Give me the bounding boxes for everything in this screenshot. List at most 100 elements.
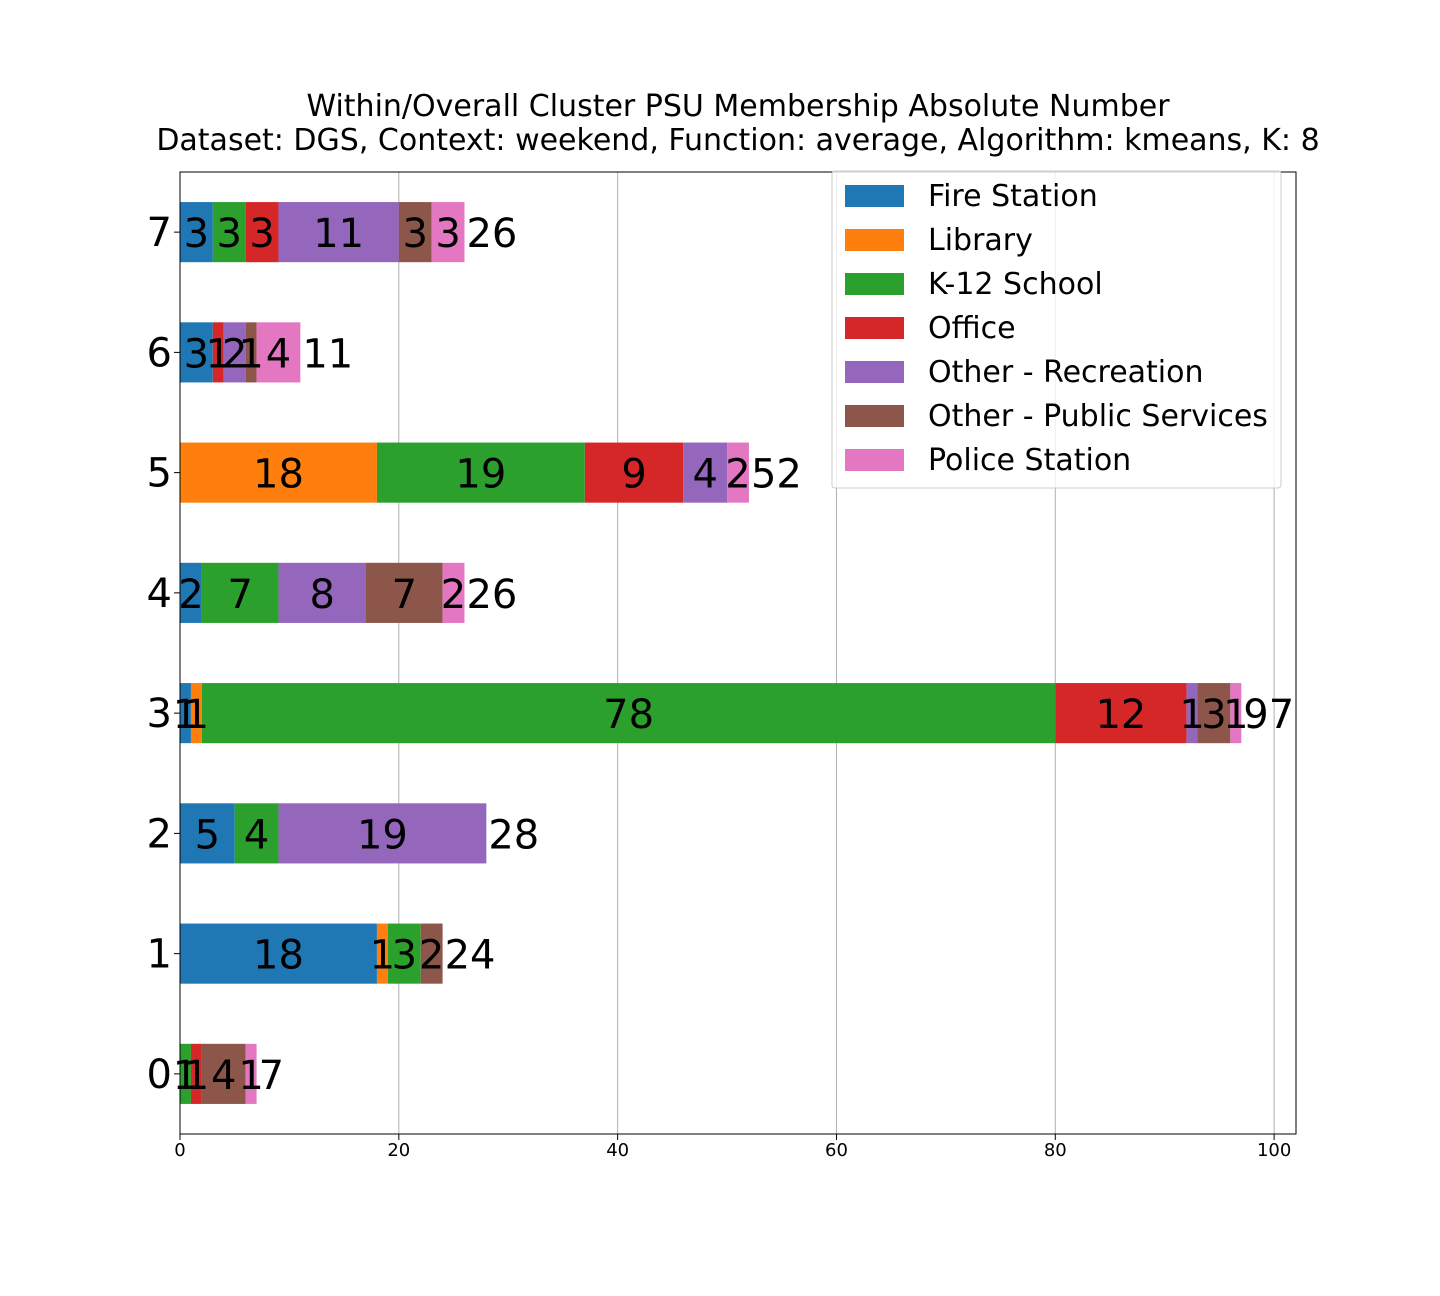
x-tick-label: 20 [387,1140,410,1161]
bar-segment [398,202,432,263]
segment-value-label: 1 [1223,692,1248,738]
bar-segment [420,923,443,984]
segment-value-label: 1 [1179,692,1204,738]
bar-segment [223,322,246,383]
y-tick-label: 7 [147,210,172,256]
segment-value-label: 4 [266,331,291,377]
segment-value-label: 1 [173,1053,198,1099]
legend-entry-label: Library [928,223,1033,258]
bar-total-label: 11 [302,331,353,377]
bar-segment [212,202,246,263]
legend-swatch [845,317,904,339]
segment-value-label: 4 [692,452,717,498]
bar-segment [1197,683,1231,744]
y-tick-label: 3 [147,691,172,737]
legend-swatch [845,361,904,383]
segment-value-label: 78 [603,692,654,738]
segment-value-label: 2 [222,331,247,377]
bar-segment [180,202,213,263]
y-tick-label: 2 [147,811,172,857]
segment-value-label: 11 [313,211,364,257]
segment-value-label: 7 [227,572,252,618]
segment-value-label: 3 [403,211,428,257]
bar-segment [727,442,749,503]
bar-total-label: 26 [466,572,517,618]
segment-value-label: 3 [435,211,460,257]
segment-value-label: 1 [238,331,263,377]
bar-segment [190,1043,202,1104]
bar-total-label: 52 [751,452,802,498]
segment-value-label: 3 [217,211,242,257]
bar-segment [180,923,377,984]
bar-segment [278,803,487,864]
legend-entry-label: Police Station [928,443,1131,478]
x-tick-label: 40 [606,1140,629,1161]
segment-value-label: 3 [184,331,209,377]
segment-value-label: 19 [357,812,408,858]
legend-entry-label: Other - Recreation [928,355,1204,390]
bar-segment [212,322,224,383]
bar-segment [190,683,202,744]
bar-segment [201,562,279,623]
segment-value-label: 1 [173,692,198,738]
segment-value-label: 3 [249,211,274,257]
segment-value-label: 1 [370,933,395,979]
bar-segment [180,803,235,864]
bar-segment [256,322,301,383]
bar-segment [683,442,728,503]
bar-segment [366,562,443,623]
segment-value-label: 3 [1201,692,1226,738]
segment-value-label: 3 [184,211,209,257]
chart-title: Within/Overall Cluster PSU Membership Ab… [156,89,1319,158]
bar-segment [245,202,279,263]
bar-segment [1055,683,1187,744]
legend: Fire Station Library K-12 School Office Othe… [831,170,1282,489]
legend-swatch [845,229,904,251]
bar-segment [278,202,399,263]
segment-value-label: 1 [238,1053,263,1099]
segment-value-label: 2 [441,572,466,618]
bar-segment [201,683,1056,744]
segment-value-label: 5 [195,812,220,858]
bar-segment [1186,683,1198,744]
bar-total-label: 24 [445,933,496,979]
legend-entry-label: Fire Station [928,179,1098,214]
y-tick-label: 4 [147,571,172,617]
segment-value-label: 12 [1095,692,1146,738]
y-tick-label: 1 [147,932,172,978]
legend-swatch [845,449,904,471]
bar-segment [180,322,213,383]
bar-segment [180,1043,191,1104]
y-tick-label: 0 [147,1052,172,1098]
bar-total-label: 97 [1243,692,1294,738]
bar-segment [376,442,585,503]
segment-value-label: 18 [253,933,304,979]
segment-value-label: 9 [621,452,646,498]
bar-segment [245,1043,257,1104]
segment-value-label: 1 [184,692,209,738]
segment-value-label: 4 [211,1053,236,1099]
legend-entry-label: Other - Public Services [928,399,1268,434]
bar-total-label: 28 [488,812,539,858]
bar-segment [431,202,465,263]
segment-value-label: 2 [178,572,203,618]
chart-title-line-1: Within/Overall Cluster PSU Membership Ab… [306,89,1170,124]
bar-segment [442,562,465,623]
bar-segment [584,442,684,503]
segment-value-label: 1 [206,331,231,377]
bar-total-label: 7 [259,1053,284,1099]
legend-swatch [845,185,904,207]
bar-segment [180,683,191,744]
legend-swatch [845,405,904,427]
segment-value-label: 4 [244,812,269,858]
bar-segment [1230,683,1242,744]
bar-segment [245,322,257,383]
bars [180,202,1242,1104]
segment-value-label: 8 [310,572,335,618]
bar-segment [278,562,366,623]
segment-value-label: 1 [184,1053,209,1099]
bar-segment [387,923,421,984]
y-tick-label: 5 [147,451,172,497]
